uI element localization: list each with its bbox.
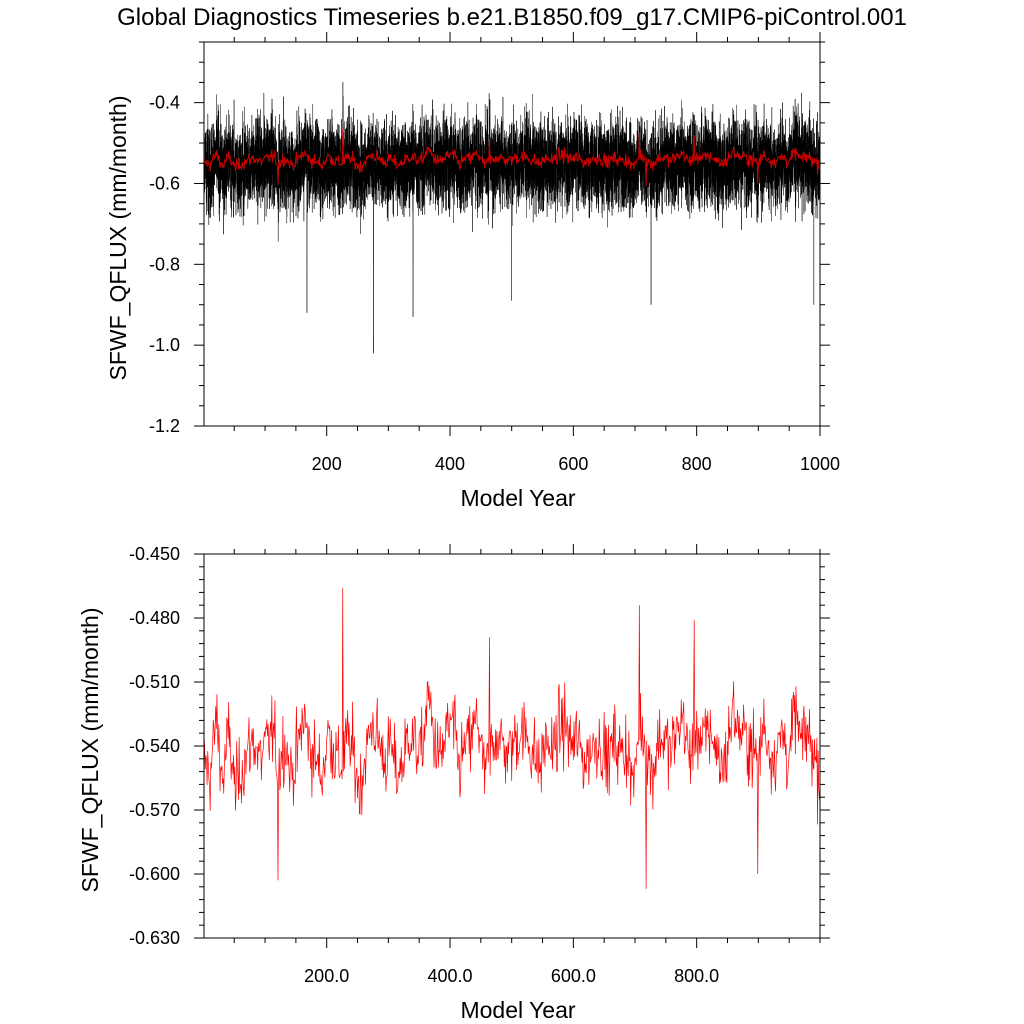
x-tick-label: 800.0 [674, 966, 719, 986]
x-tick-label: 400 [435, 454, 465, 474]
x-tick-label: 800 [682, 454, 712, 474]
x-tick-label: 200.0 [304, 966, 349, 986]
x-axis-label: Model Year [460, 485, 575, 511]
y-tick-label: -0.8 [149, 254, 180, 274]
y-tick-label: -1.0 [149, 335, 180, 355]
y-tick-label: -0.570 [129, 800, 180, 820]
y-tick-label: -0.600 [129, 864, 180, 884]
x-tick-label: 400.0 [428, 966, 473, 986]
plot-frame [203, 41, 821, 427]
y-tick-label: -0.6 [149, 173, 180, 193]
y-tick-label: -0.480 [129, 608, 180, 628]
y-tick-label: -0.630 [129, 928, 180, 948]
y-tick-label: -0.540 [129, 736, 180, 756]
y-axis-label: SFWF_QFLUX (mm/month) [105, 96, 131, 381]
panel-bottom: 200.0 400.0 600.0 800.0 -0.630 -0.600 -0.570 -0… [77, 544, 830, 1023]
plot-area [204, 588, 820, 889]
y-axis-label: SFWF_QFLUX (mm/month) [77, 608, 103, 893]
y-tick-label: -1.2 [149, 416, 180, 436]
figure-title: Global Diagnostics Timeseries b.e21.B185… [117, 4, 907, 31]
series-monthly-line [204, 81, 820, 354]
y-tick-label: -0.4 [149, 93, 180, 113]
x-tick-label: 200 [312, 454, 342, 474]
x-tick-label: 600 [558, 454, 588, 474]
x-tick-label: 1000 [800, 454, 840, 474]
x-tick-label: 600.0 [551, 966, 596, 986]
plot-area [204, 81, 820, 354]
y-tick-label: -0.510 [129, 672, 180, 692]
y-tick-label: -0.450 [129, 544, 180, 564]
series-annual-line [204, 588, 820, 889]
x-axis-label: Model Year [460, 997, 575, 1023]
panel-top: 200 400 600 800 1000 -1.2 -1.0 -0.8 -0.6 -0.4 Mode… [105, 32, 840, 511]
series-annual-line [204, 129, 820, 187]
